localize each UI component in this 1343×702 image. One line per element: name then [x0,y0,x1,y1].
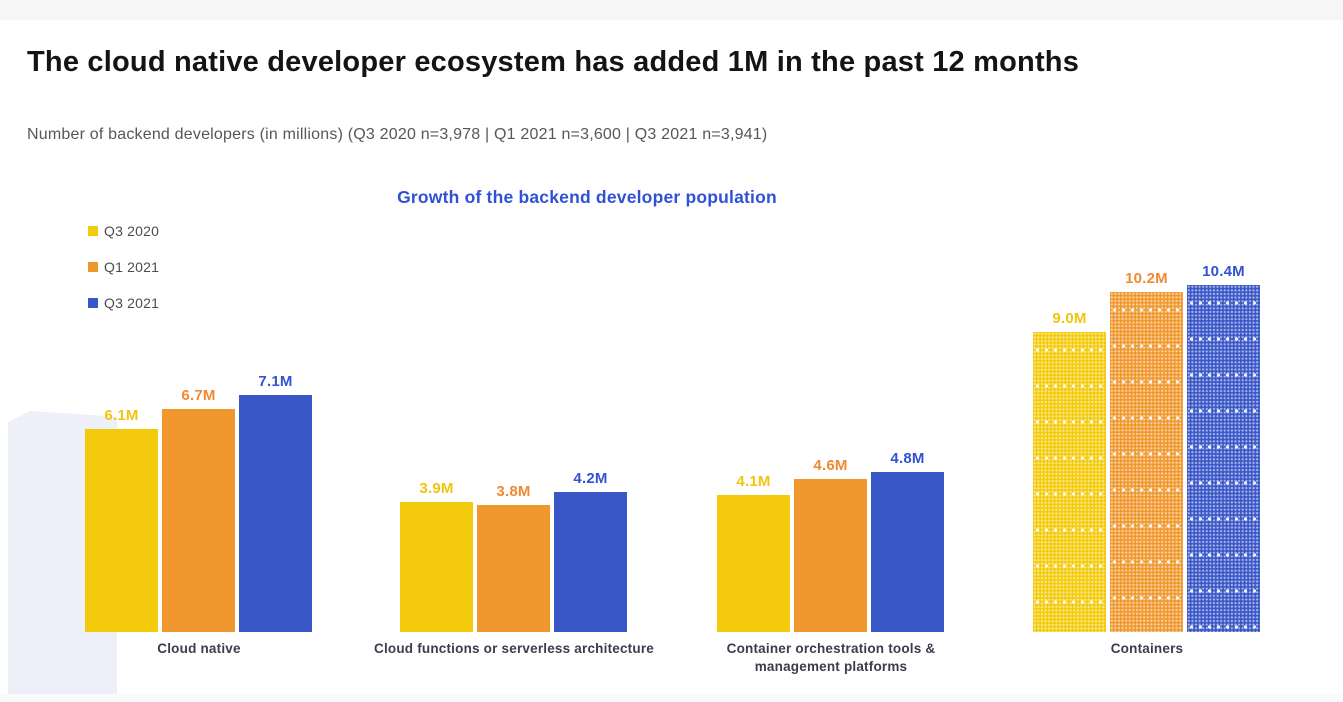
legend-swatch-icon [88,226,98,236]
bar-column-q1-2021: 10.2M [1110,270,1183,632]
chart-title: Growth of the backend developer populati… [397,187,777,207]
bar-q3-2021-containers [1187,285,1260,632]
bar-q1-2021-container-orchestration-tools-management-platforms [794,479,867,632]
bar-group-containers: 9.0M 10.2M 10.4M [1033,263,1260,632]
bar-value-label: 3.9M [419,480,454,497]
legend-item-q3-2020: Q3 2020 [88,223,160,239]
bar-q3-2020-cloud-functions-or-serverless-architecture [400,502,473,632]
bar-column-q3-2021: 7.1M [239,373,312,632]
bar-value-label: 4.2M [573,470,608,487]
legend-label: Q1 2021 [104,259,160,275]
bar-q1-2021-cloud-functions-or-serverless-architecture [477,505,550,632]
bar-column-q3-2020: 9.0M [1033,310,1106,632]
bar-column-q3-2021: 10.4M [1187,263,1260,632]
bar-value-label: 3.8M [496,483,531,500]
bar-column-q3-2020: 3.9M [400,480,473,632]
bar-q3-2021-cloud-native [239,395,312,632]
bar-q3-2021-container-orchestration-tools-management-platforms [871,472,944,632]
legend-swatch-icon [88,298,98,308]
bar-value-label: 6.7M [181,387,216,404]
bar-column-q3-2021: 4.8M [871,450,944,632]
bar-column-q1-2021: 6.7M [162,387,235,632]
bar-column-q3-2020: 4.1M [717,473,790,632]
bar-value-label: 10.2M [1125,270,1168,287]
category-label-cloud-native: Cloud native [157,641,241,656]
bar-column-q1-2021: 3.8M [477,483,550,632]
bar-q3-2020-containers [1033,332,1106,632]
bar-value-label: 4.6M [813,457,848,474]
bar-group-container-orchestration-tools-management-platforms: 4.1M 4.6M 4.8M [717,450,944,632]
bar-column-q3-2020: 6.1M [85,407,158,632]
legend-label: Q3 2020 [104,223,160,239]
chart-legend: Q3 2020 Q1 2021 Q3 2021 [88,223,160,332]
bar-value-label: 4.1M [736,473,771,490]
bar-value-label: 6.1M [104,407,139,424]
bar-q1-2021-cloud-native [162,409,235,632]
bar-group-cloud-native: 6.1M 6.7M 7.1M [85,373,312,632]
bar-q3-2021-cloud-functions-or-serverless-architecture [554,492,627,632]
legend-item-q1-2021: Q1 2021 [88,259,160,275]
bar-q3-2020-cloud-native [85,429,158,632]
bar-q3-2020-container-orchestration-tools-management-platforms [717,495,790,632]
category-label-containers: Containers [1110,641,1184,656]
bar-value-label: 9.0M [1052,310,1087,327]
category-label-cloud-functions-or-serverless-architecture: Cloud functions or serverless architectu… [374,641,654,656]
top-margin-strip [0,0,1343,20]
bar-q1-2021-containers [1110,292,1183,632]
category-label-container-orchestration-tools-management-platforms: Container orchestration tools & manageme… [726,641,936,675]
bottom-margin-strip [0,694,1343,702]
legend-label: Q3 2021 [104,295,160,311]
page-title: The cloud native developer ecosystem has… [27,46,1080,79]
legend-item-q3-2021: Q3 2021 [88,295,160,311]
page-subtitle: Number of backend developers (in million… [27,126,768,143]
bar-value-label: 4.8M [890,450,925,467]
bar-column-q1-2021: 4.6M [794,457,867,632]
bar-column-q3-2021: 4.2M [554,470,627,632]
bar-value-label: 7.1M [258,373,293,390]
bar-group-cloud-functions-or-serverless-architecture: 3.9M 3.8M 4.2M [400,470,627,632]
bar-value-label: 10.4M [1202,263,1245,280]
legend-swatch-icon [88,262,98,272]
